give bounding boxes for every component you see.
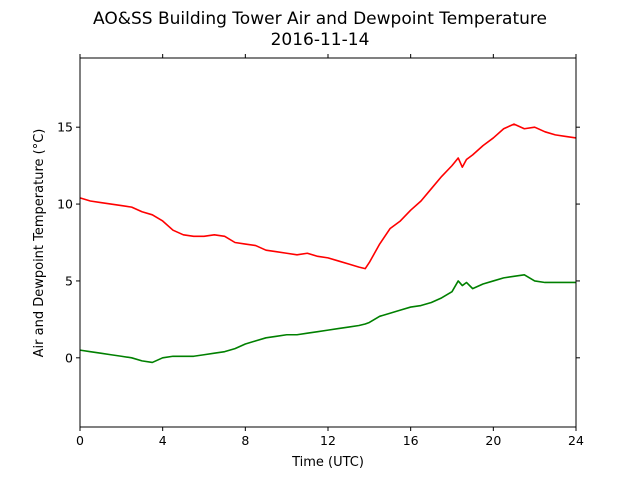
x-tick-label-6: 24	[568, 433, 584, 448]
x-tick-label-5: 20	[485, 433, 501, 448]
x-axis-ticks: 0 4 8 12 16 20 24	[76, 54, 584, 448]
y-axis-ticks: 0 5 10 15	[57, 120, 580, 365]
y-tick-label-2: 10	[57, 197, 73, 212]
y-tick-label-3: 15	[57, 120, 73, 135]
x-tick-label-2: 8	[241, 433, 249, 448]
x-tick-label-4: 16	[403, 433, 419, 448]
series-layer	[79, 123, 577, 364]
x-tick-label-0: 0	[76, 433, 84, 448]
y-axis-label: Air and Dewpoint Temperature (°C)	[32, 129, 47, 358]
x-tick-label-3: 12	[320, 433, 336, 448]
chart-subtitle: 2016-11-14	[271, 30, 370, 50]
y-tick-label-0: 0	[65, 350, 73, 365]
y-tick-label-1: 5	[65, 273, 73, 288]
series-line-1	[79, 273, 576, 364]
chart-title: AO&SS Building Tower Air and Dewpoint Te…	[93, 9, 547, 29]
x-axis-label: Time (UTC)	[291, 455, 364, 470]
x-tick-label-1: 4	[159, 433, 167, 448]
series-line-0	[79, 123, 577, 270]
